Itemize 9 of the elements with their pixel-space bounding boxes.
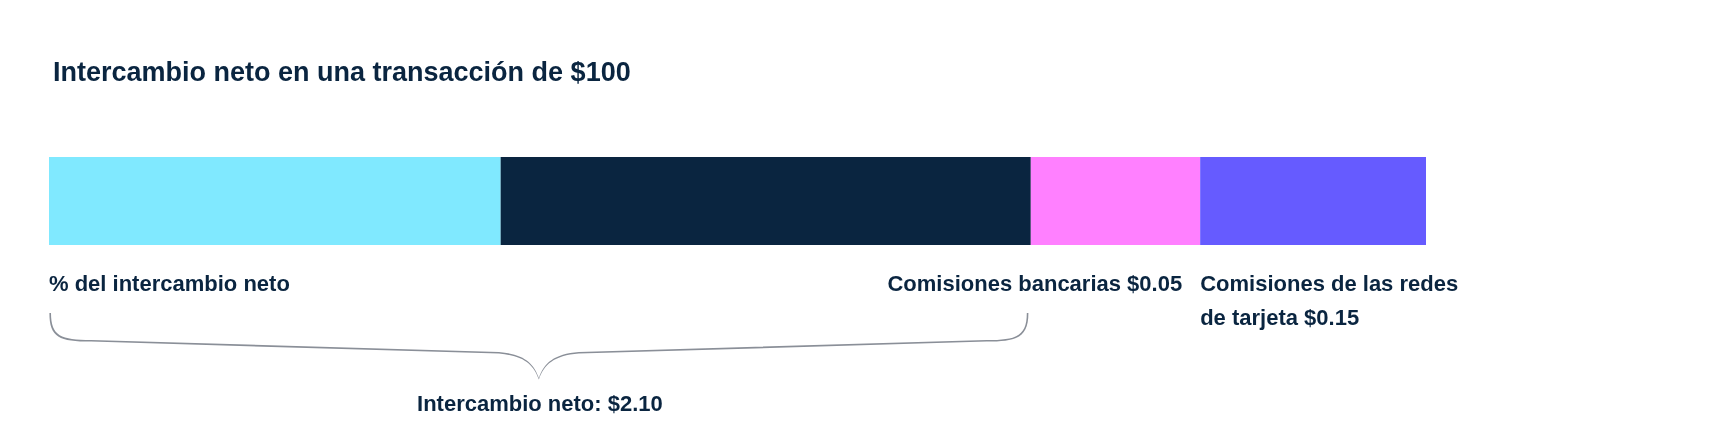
- bar: [1030, 157, 1201, 245]
- bar: [500, 157, 1031, 245]
- bar: [49, 157, 501, 245]
- text: % del intercambio neto: [49, 270, 290, 296]
- bar: [1200, 157, 1426, 245]
- chart-title: Intercambio neto en una transacción de $100: [53, 56, 631, 87]
- text: Intercambio neto: $2.10: [417, 390, 663, 416]
- text: Comisiones de las redes de tarjeta $0.15: [1200, 270, 1465, 330]
- text: Comisiones bancarias $0.05: [887, 270, 1183, 296]
